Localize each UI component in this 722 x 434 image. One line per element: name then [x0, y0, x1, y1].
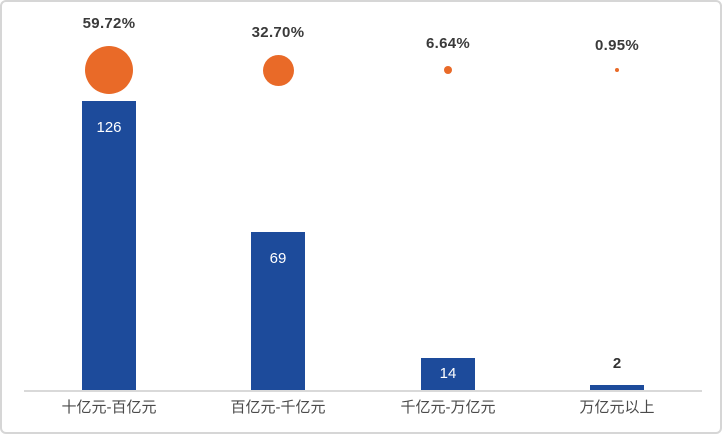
percentage-label: 32.70% — [251, 23, 305, 41]
percentage-bubble — [444, 66, 452, 74]
category-label: 千亿元-万亿元 — [400, 399, 496, 416]
percentage-bubble — [615, 68, 619, 72]
bar-1 — [82, 101, 136, 390]
category-label: 百亿元-千亿元 — [230, 399, 326, 416]
percentage-bubble — [85, 46, 133, 94]
bar-2 — [251, 232, 305, 390]
bar-value-label: 2 — [612, 355, 622, 372]
percentage-bubble — [262, 54, 294, 86]
percentage-label: 59.72% — [82, 15, 136, 32]
category-label: 万亿元以上 — [579, 399, 655, 416]
percentage-label: 0.95% — [594, 37, 640, 54]
bar-value-label: 69 — [269, 250, 287, 267]
bar-3 — [421, 358, 475, 390]
bar-value-label: 14 — [439, 365, 457, 382]
bar-4 — [590, 385, 644, 390]
percentage-label: 6.64% — [425, 35, 471, 52]
bar-value-label: 126 — [96, 119, 122, 136]
x-axis-line — [24, 390, 702, 392]
category-label: 十亿元-百亿元 — [61, 399, 157, 416]
